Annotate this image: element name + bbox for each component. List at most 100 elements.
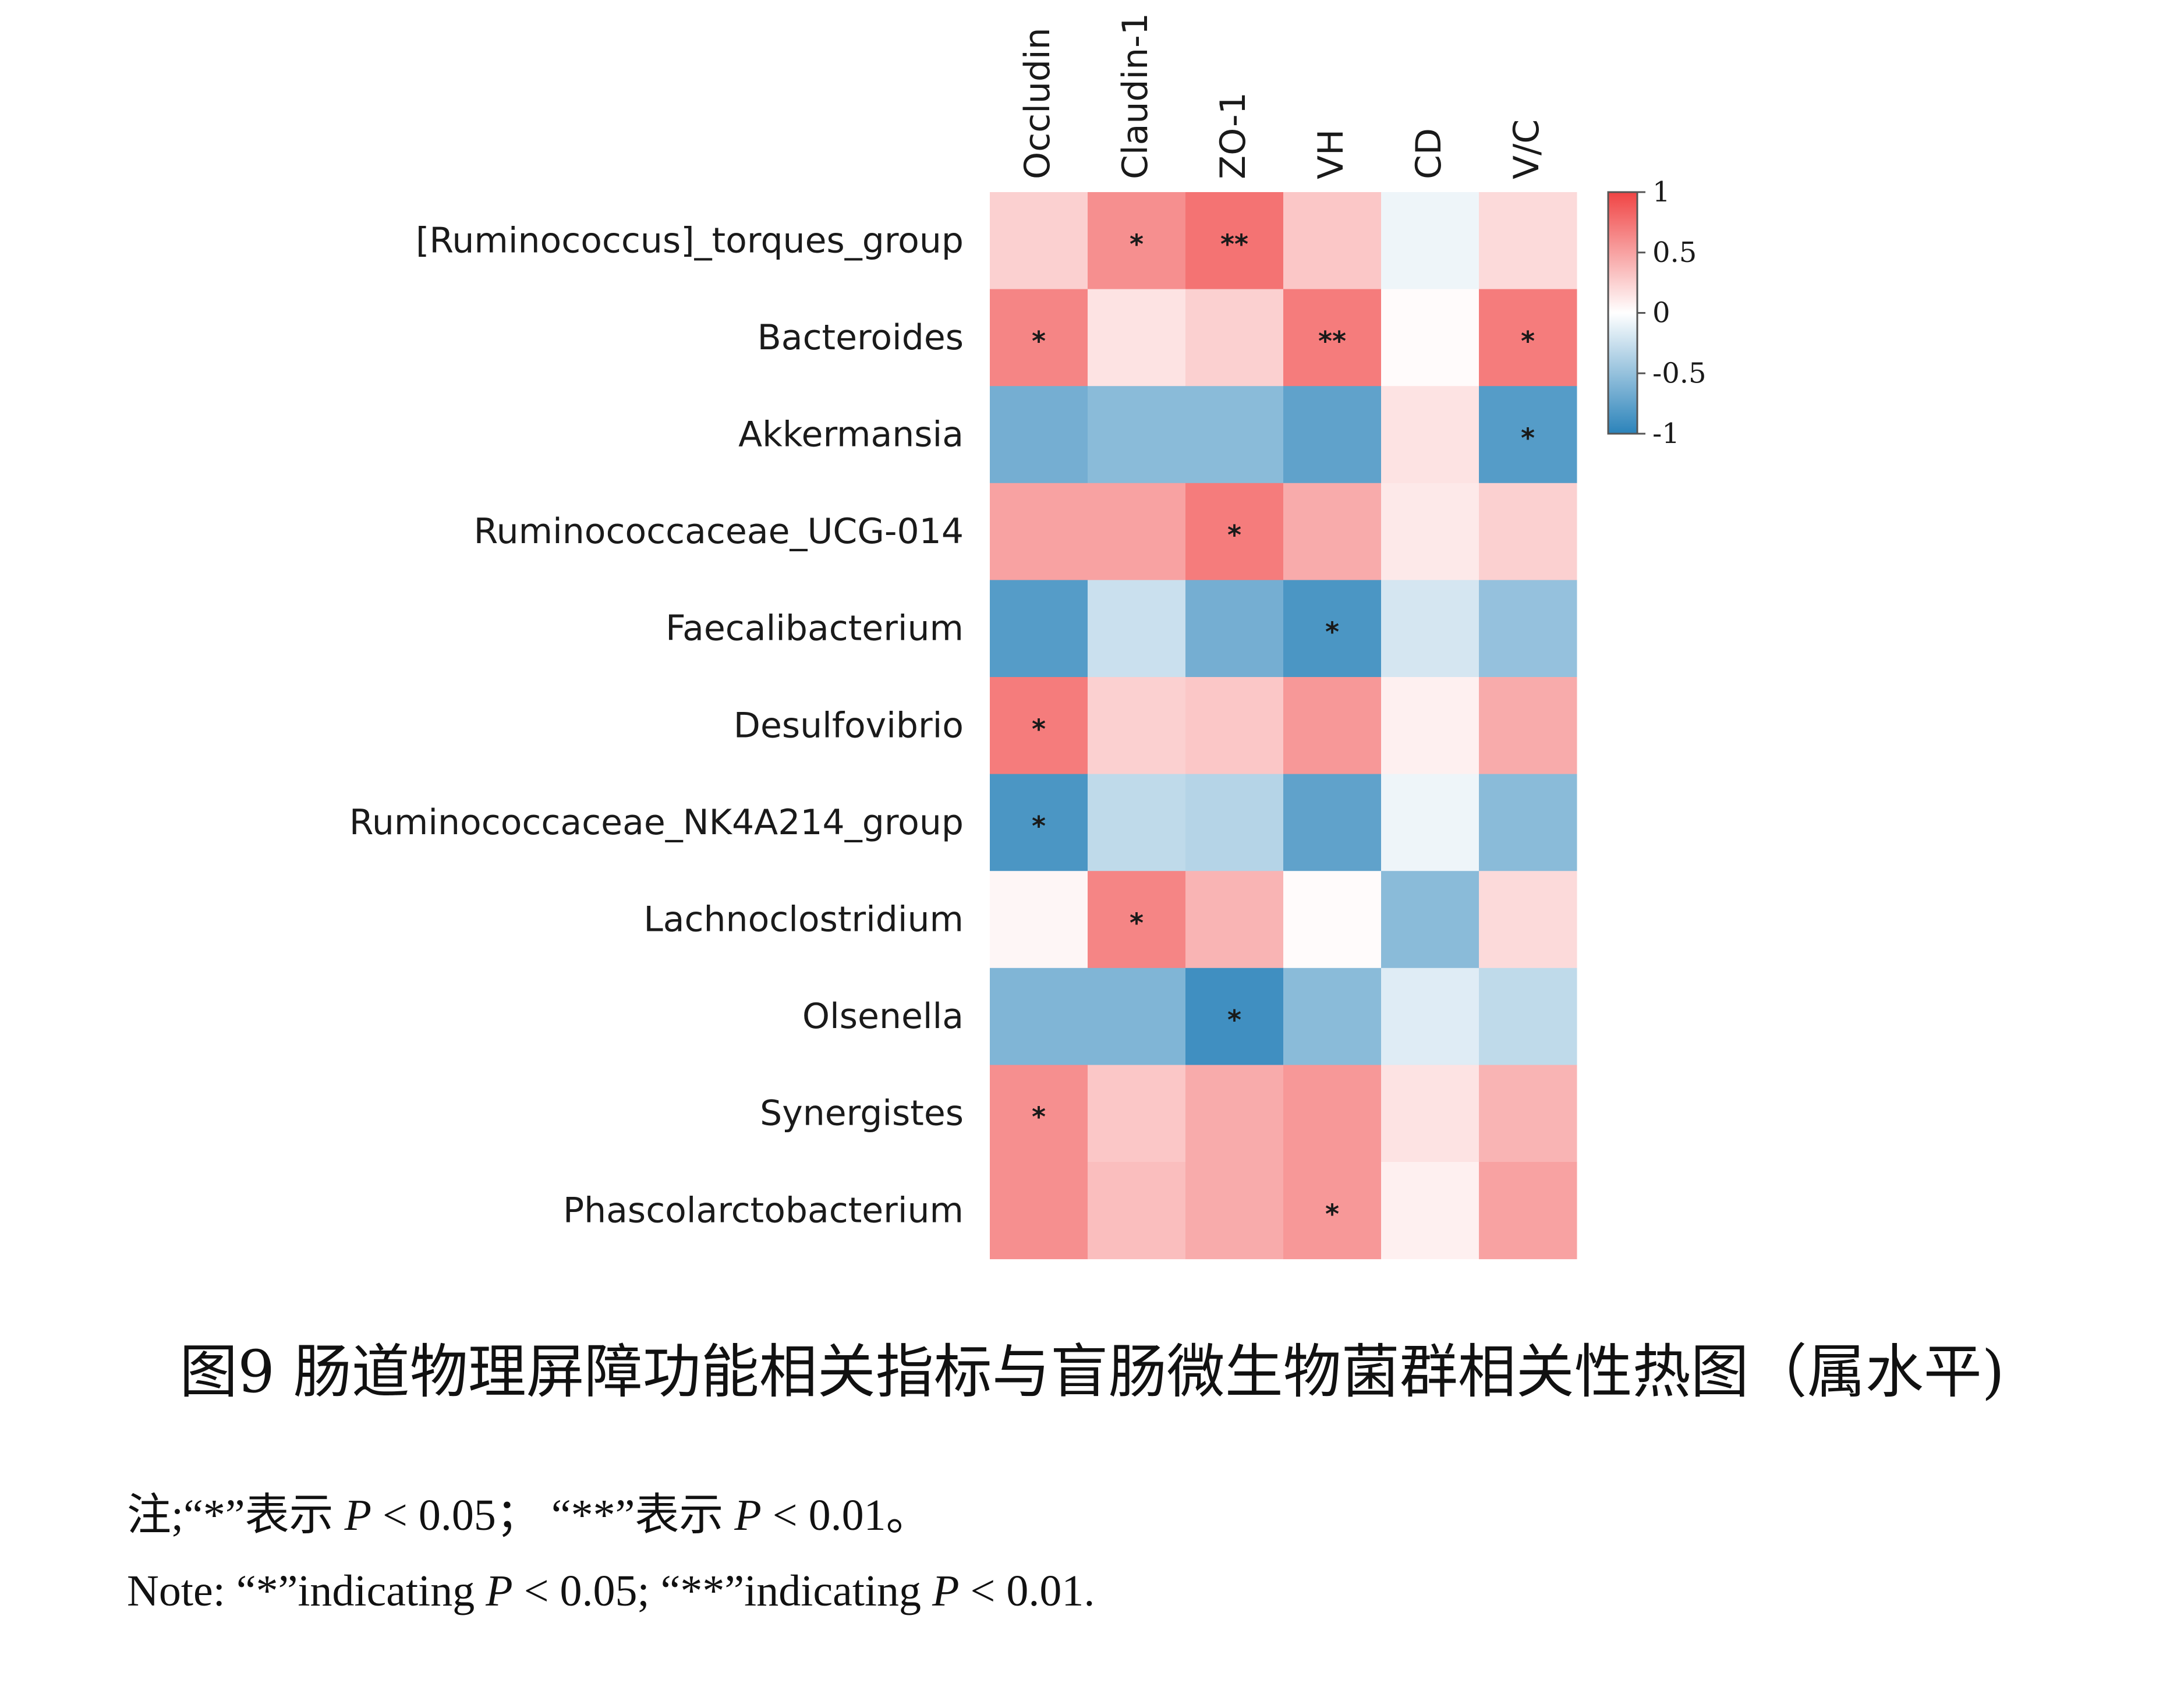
column-label: V/C — [1506, 119, 1547, 179]
heatmap-cell — [1283, 774, 1382, 871]
heatmap-cell — [990, 386, 1088, 484]
heatmap-cell — [1381, 1162, 1479, 1260]
note-cn-mid: < 0.05； “**”表示 — [371, 1491, 735, 1540]
row-label: Desulfovibrio — [734, 705, 964, 746]
heatmap-cell — [1088, 774, 1186, 871]
row-label: Bacteroides — [758, 317, 964, 358]
heatmap-cell — [990, 483, 1088, 580]
heatmap-cell — [1283, 1065, 1382, 1163]
heatmap-cell — [990, 1065, 1088, 1163]
colorbar-gradient — [1607, 191, 1638, 435]
heatmap-cell — [1185, 580, 1284, 678]
note-cn-p1: P — [344, 1491, 372, 1540]
colorbar-tick-label: 0 — [1652, 297, 1670, 329]
heatmap-chart: * *** ** ********** [Ruminococcus]_torques_… — [349, 13, 1707, 1260]
heatmap-cell — [1088, 483, 1186, 580]
significance-mark: * — [1521, 325, 1535, 357]
significance-mark: * — [1130, 228, 1144, 260]
heatmap-cell — [1479, 386, 1577, 484]
heatmap-cell — [1088, 1065, 1186, 1163]
heatmap-cell — [1088, 580, 1186, 678]
heatmap-cell — [990, 289, 1088, 387]
heatmap-cell — [990, 1162, 1088, 1260]
colorbar-tick-label: 0.5 — [1652, 236, 1697, 269]
note-cn-tail: < 0.01。 — [761, 1491, 930, 1540]
colorbar-tick-label: -1 — [1652, 417, 1680, 450]
heatmap-cell — [1479, 580, 1577, 678]
note-en-tail: < 0.01. — [959, 1567, 1095, 1615]
heatmap-cell — [1479, 289, 1577, 387]
column-label: Occludin — [1017, 27, 1058, 179]
heatmap-cells — [990, 192, 1577, 1260]
heatmap-cell — [1185, 871, 1284, 969]
significance-mark: * — [1325, 1198, 1339, 1229]
heatmap-cell — [990, 968, 1088, 1065]
heatmap-cell — [1185, 677, 1284, 775]
heatmap-cell — [1088, 289, 1186, 387]
significance-mark: * — [1325, 616, 1339, 648]
heatmap-cell — [1088, 677, 1186, 775]
significance-mark: * — [1032, 810, 1046, 842]
heatmap-cell — [1381, 192, 1479, 290]
note-cn-p2: P — [734, 1491, 762, 1540]
heatmap-cell — [990, 774, 1088, 871]
heatmap-cell — [1283, 968, 1382, 1065]
colorbar-ticks: 1 0.5 0 -0.5 -1 — [1637, 176, 1707, 450]
significance-mark: ** — [1220, 228, 1248, 260]
row-label: [Ruminococcus]_torques_group — [416, 220, 964, 261]
heatmap-cell — [1381, 580, 1479, 678]
heatmap-cell — [1185, 192, 1284, 290]
heatmap-cell — [1381, 677, 1479, 775]
figure-caption: 图9 肠道物理屏障功能相关指标与盲肠微生物菌群相关性热图（属水平) — [179, 1338, 2005, 1406]
heatmap-cell — [1283, 677, 1382, 775]
significance-mark: * — [1032, 325, 1046, 357]
row-label: Synergistes — [760, 1093, 964, 1134]
heatmap-cell — [1381, 968, 1479, 1065]
heatmap-cell — [1185, 774, 1284, 871]
significance-mark: * — [1032, 713, 1046, 745]
significance-mark: * — [1227, 1004, 1241, 1036]
note-en-prefix: Note: “*”indicating — [127, 1567, 486, 1615]
heatmap-cell — [1185, 483, 1284, 580]
column-labels: Occludin Claudin-1 ZO-1 VH CD V/C — [1017, 13, 1547, 179]
colorbar-tick-label: -0.5 — [1652, 357, 1707, 389]
row-label: Faecalibacterium — [666, 608, 964, 649]
column-label: CD — [1408, 128, 1449, 179]
significance-mark: * — [1227, 519, 1241, 551]
heatmap-cell — [1479, 677, 1577, 775]
heatmap-cell — [1479, 774, 1577, 871]
heatmap-cell — [1088, 968, 1186, 1065]
heatmap-cell — [1283, 192, 1382, 290]
row-label: Phascolarctobacterium — [563, 1190, 964, 1231]
column-label: VH — [1311, 129, 1351, 179]
heatmap-cell — [1088, 1162, 1186, 1260]
heatmap-cell — [1283, 289, 1382, 387]
significance-mark: * — [1130, 908, 1144, 939]
heatmap-cell — [1283, 1162, 1382, 1260]
row-label: Olsenella — [802, 996, 964, 1037]
note-english: Note: “*”indicating P < 0.05; “**”indica… — [127, 1566, 1095, 1617]
significance-mark: ** — [1318, 325, 1346, 357]
heatmap-cell — [1381, 483, 1479, 580]
note-en-p2: P — [932, 1567, 960, 1615]
heatmap-cell — [990, 192, 1088, 290]
row-label: Lachnoclostridium — [643, 899, 964, 940]
row-label: Ruminococcaceae_NK4A214_group — [349, 802, 964, 843]
note-cn-prefix: 注;“*”表示 — [127, 1491, 345, 1540]
heatmap-cell — [1185, 386, 1284, 484]
heatmap-cell — [1479, 968, 1577, 1065]
note-chinese: 注;“*”表示 P < 0.05； “**”表示 P < 0.01。 — [127, 1479, 930, 1543]
significance-mark: * — [1521, 423, 1535, 454]
column-label: Claudin-1 — [1115, 13, 1156, 179]
heatmap-cell — [990, 677, 1088, 775]
row-label: Ruminococcaceae_UCG-014 — [474, 511, 964, 552]
colorbar-tick-label: 1 — [1652, 176, 1670, 208]
heatmap-cell — [1283, 386, 1382, 484]
column-label: ZO-1 — [1213, 92, 1254, 179]
row-label: Akkermansia — [738, 414, 964, 455]
heatmap-cell — [1381, 774, 1479, 871]
heatmap-cell — [1185, 1065, 1284, 1163]
significance-marks: * *** ** ********** — [1032, 228, 1535, 1229]
colorbar — [1607, 191, 1638, 435]
heatmap-cell — [1185, 1162, 1284, 1260]
